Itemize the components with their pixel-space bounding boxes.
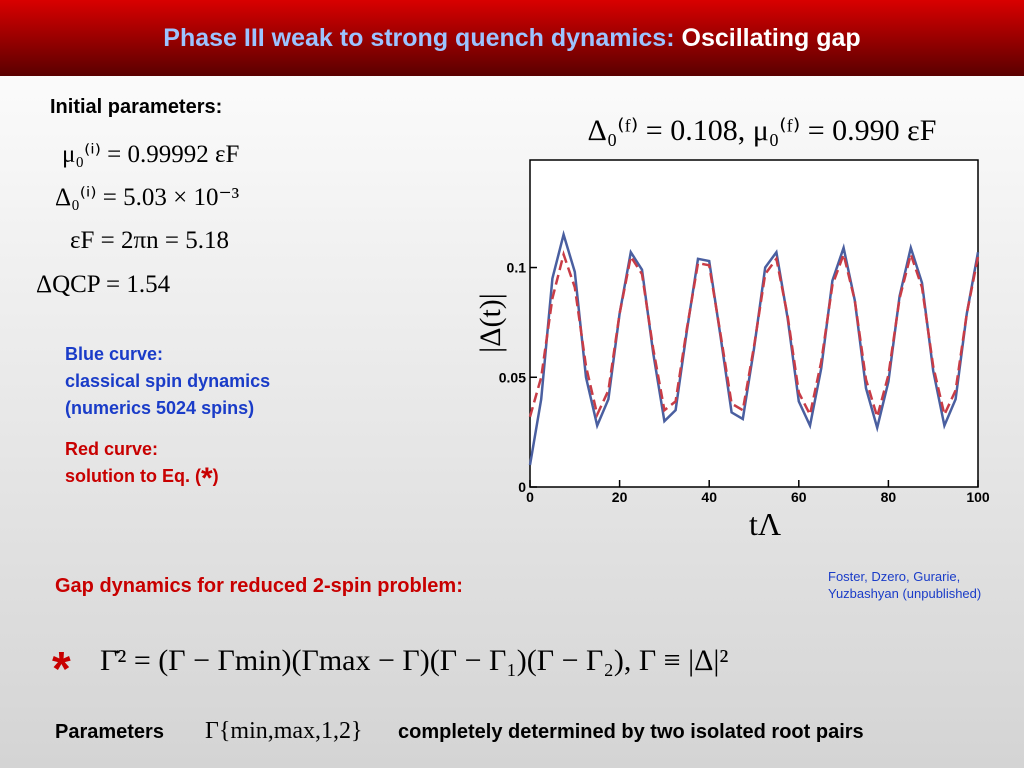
y-tick-label: 0 <box>518 479 526 495</box>
footer-symbol: Γ{min,max,1,2} <box>205 718 363 744</box>
equation-star: * <box>52 643 71 696</box>
param-line: ΔQCP = 1.54 <box>36 271 171 298</box>
y-tick-label: 0.05 <box>499 369 526 385</box>
footer-lead: Parameters <box>55 721 164 743</box>
red-note-close: ) <box>213 466 219 486</box>
x-tick-label: 40 <box>701 489 717 505</box>
footer-text: completely determined by two isolated ro… <box>398 721 864 743</box>
plot-frame <box>529 159 979 488</box>
citation: Yuzbashyan (unpublished) <box>828 586 981 601</box>
equation: Γ̇² = (Γ − Γmin)(Γmax − Γ)(Γ − Γ₁)(Γ − Γ… <box>100 644 728 677</box>
citation: Foster, Dzero, Gurarie, <box>828 569 960 584</box>
y-axis-label: |Δ(t)| <box>474 293 507 353</box>
chart-title: Δ₀⁽ᶠ⁾ = 0.108, μ₀⁽ᶠ⁾ = 0.990 εF <box>588 114 937 147</box>
y-tick-label: 0.1 <box>507 260 527 276</box>
blue-note: Blue curve: <box>65 344 163 364</box>
red-note-star: * <box>201 462 213 495</box>
header-title: Phase III weak to strong quench dynamics… <box>163 24 860 52</box>
series-line <box>528 250 980 422</box>
title-text: Phase III weak to strong quench dynamics… <box>163 24 674 52</box>
param-line: Δ₀⁽ⁱ⁾ = 5.03 × 10⁻³ <box>55 184 240 211</box>
x-tick-label: 0 <box>526 489 534 505</box>
param-line: μ₀⁽ⁱ⁾ = 0.99992 εF <box>62 141 239 168</box>
blue-note: classical spin dynamics <box>65 371 270 391</box>
initial-heading: Initial parameters: <box>50 96 222 118</box>
red-note: solution to Eq. (*) <box>65 462 219 495</box>
param-line: εF = 2πn = 5.18 <box>70 227 229 254</box>
gap-heading: Gap dynamics for reduced 2-spin problem: <box>55 575 463 597</box>
header-bar <box>0 0 1024 76</box>
x-tick-label: 60 <box>791 489 807 505</box>
red-note: Red curve: <box>65 439 158 459</box>
x-tick-label: 100 <box>966 489 990 505</box>
title-highlight: Oscillating gap <box>682 24 861 52</box>
red-note-text: solution to Eq. ( <box>65 466 201 486</box>
x-axis-label: tΛ <box>749 506 781 542</box>
x-tick-label: 20 <box>612 489 628 505</box>
blue-note: (numerics 5024 spins) <box>65 398 254 418</box>
x-tick-label: 80 <box>881 489 897 505</box>
